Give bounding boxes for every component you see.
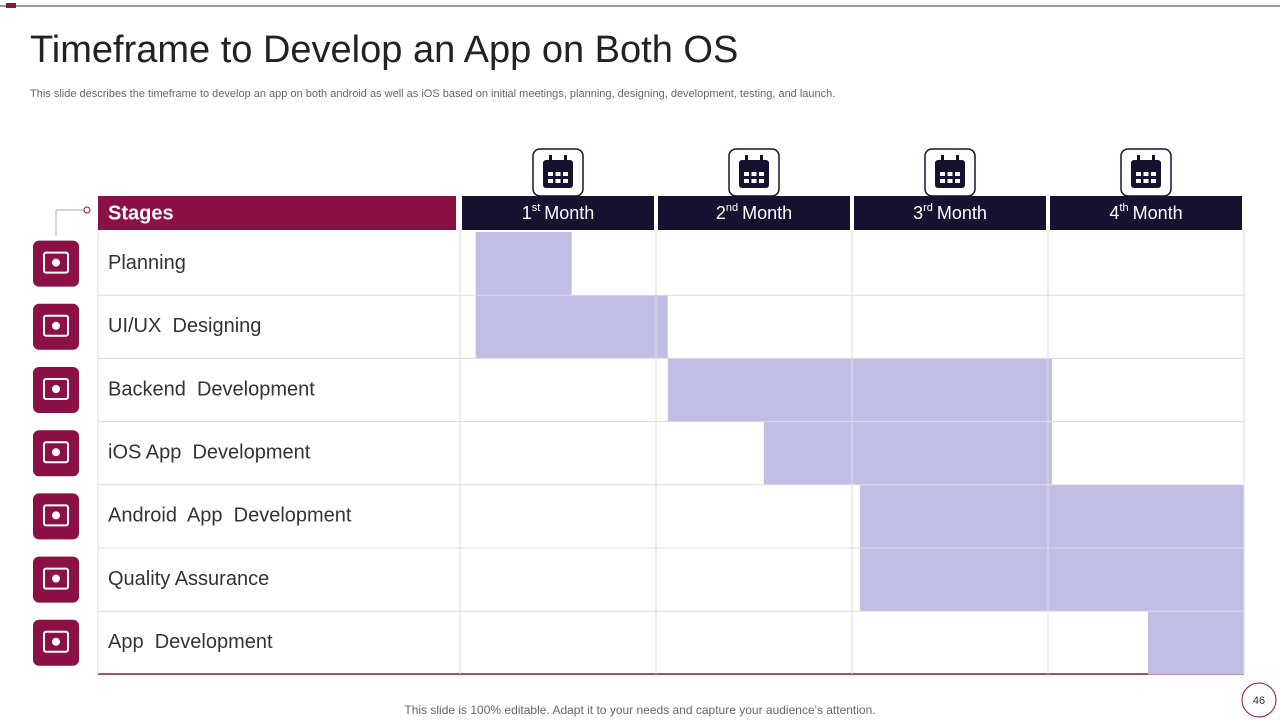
calendar-cell — [555, 172, 561, 176]
page-number: 46 — [1253, 695, 1265, 707]
timeline-bar — [475, 232, 572, 296]
calendar-cell — [548, 172, 553, 176]
stage-icon — [52, 321, 60, 330]
stage-icon — [43, 314, 69, 337]
calendar-cell — [751, 172, 757, 176]
subtitle: This slide describes the timeframe to de… — [30, 88, 835, 100]
timeline-bar — [859, 484, 1244, 548]
calendar-cell — [947, 172, 953, 176]
timeline-bar — [667, 358, 1052, 422]
calendar-ring — [1152, 155, 1155, 163]
calendar-cell — [744, 179, 749, 183]
stage-label: iOS App Development — [108, 441, 311, 463]
page-badge — [1241, 682, 1277, 718]
stage-label: Quality Assurance — [108, 568, 269, 590]
stages-header-bg — [98, 196, 456, 230]
stage-icon — [52, 637, 60, 646]
timeline-bar — [475, 295, 668, 359]
calendar-cell — [548, 179, 553, 183]
timeline-bar — [1147, 611, 1244, 675]
calendar-cell — [1136, 179, 1141, 183]
stage-icon — [43, 251, 69, 274]
month-word: Month — [1133, 203, 1183, 223]
calendar-cell — [940, 172, 945, 176]
calendar-ring — [745, 155, 748, 163]
footer-note: This slide is 100% editable. Adapt it to… — [404, 703, 875, 717]
calendar-ring — [549, 155, 552, 163]
month-ordinal: 4 — [1109, 203, 1119, 223]
calendar-cell — [563, 172, 568, 176]
month-header-bg — [1050, 196, 1242, 230]
month-suffix: st — [532, 202, 541, 214]
stage-label: App Development — [108, 631, 273, 653]
calendar-cell — [955, 179, 960, 183]
month-suffix: rd — [923, 202, 933, 214]
stages-header: Stages — [108, 202, 174, 224]
calendar-ring — [1137, 155, 1140, 163]
calendar-cell — [955, 172, 960, 176]
timeline-bar — [859, 548, 1244, 612]
stage-icon — [52, 258, 60, 267]
stage-icon — [43, 441, 69, 464]
calendar-cell — [1143, 172, 1149, 176]
month-ordinal: 1 — [522, 203, 532, 223]
month-ordinal: 2 — [716, 203, 726, 223]
connector — [55, 209, 84, 236]
month-header: 4th Month — [1109, 202, 1182, 223]
month-header: 3rd Month — [913, 202, 987, 223]
calendar-ring — [956, 155, 959, 163]
month-header-bg — [462, 196, 654, 230]
calendar-cell — [1136, 172, 1141, 176]
calendar-cell — [759, 179, 764, 183]
stage-icon — [52, 385, 60, 393]
corner-mark — [6, 3, 16, 8]
timeline-bar — [763, 421, 1052, 485]
month-suffix: th — [1119, 202, 1128, 214]
calendar-cell — [751, 179, 757, 183]
stage-icon — [43, 378, 69, 400]
month-suffix: nd — [726, 202, 738, 214]
month-word: Month — [937, 203, 987, 223]
calendar-cell — [563, 179, 568, 183]
stage-label: UI/UX Designing — [108, 315, 261, 337]
month-word: Month — [544, 203, 594, 223]
stage-icon — [43, 567, 69, 590]
calendar-ring — [941, 155, 944, 163]
month-header: 2nd Month — [716, 202, 792, 223]
calendar-cell — [1151, 172, 1156, 176]
calendar-cell — [744, 172, 749, 176]
stage-icon — [43, 630, 69, 653]
stage-icon — [52, 448, 60, 457]
stage-icon — [52, 511, 60, 520]
month-ordinal: 3 — [913, 203, 923, 223]
month-word: Month — [742, 203, 792, 223]
calendar-cell — [1151, 179, 1156, 183]
calendar-ring — [760, 155, 763, 163]
title: Timeframe to Develop an App on Both OS — [30, 29, 738, 71]
calendar-cell — [1143, 179, 1149, 183]
month-header-bg — [658, 196, 850, 230]
calendar-cell — [759, 172, 764, 176]
month-header-bg — [854, 196, 1046, 230]
stage-label: Android App Development — [108, 505, 352, 527]
calendar-cell — [555, 179, 561, 183]
connector-dot — [83, 206, 91, 214]
calendar-cell — [940, 179, 945, 183]
stage-label: Backend Development — [108, 378, 315, 400]
calendar-ring — [564, 155, 567, 163]
stage-label: Planning — [108, 252, 186, 274]
calendar-cell — [947, 179, 953, 183]
month-header: 1st Month — [522, 202, 595, 223]
stage-icon — [52, 574, 60, 583]
stage-icon — [43, 504, 69, 527]
